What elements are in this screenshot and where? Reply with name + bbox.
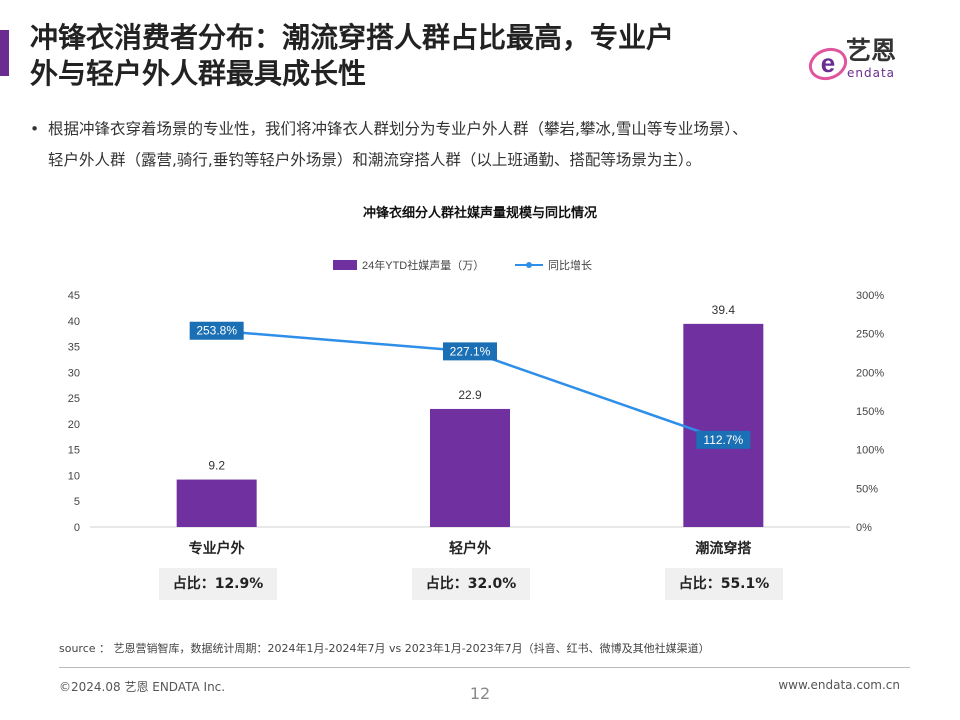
growth-label-box — [696, 430, 751, 449]
bar — [176, 479, 257, 527]
growth-data-label: 227.1% — [450, 344, 491, 358]
page-title: 冲锋衣消费者分布：潮流穿搭人群占比最高，专业户 外与轻户外人群最具成长性 — [30, 20, 790, 92]
right-axis-tick-label: 0% — [856, 522, 872, 534]
right-axis-tick-label: 100% — [856, 445, 884, 457]
legend-label-line: 同比增长 — [548, 258, 592, 272]
bullet-line1: 根据冲锋衣穿着场景的专业性，我们将冲锋衣人群划分为专业户外人群（攀岩,攀冰,雪山… — [48, 120, 748, 138]
growth-data-label: 253.8% — [196, 324, 237, 338]
share-box-pro-outdoor: 占比：12.9% — [159, 568, 277, 600]
share-box-trendy: 占比：55.1% — [665, 568, 783, 600]
bar-data-label: 9.2 — [208, 459, 225, 473]
intro-bullet: • 根据冲锋衣穿着场景的专业性，我们将冲锋衣人群划分为专业户外人群（攀岩,攀冰,… — [30, 114, 914, 176]
left-axis-tick-label: 10 — [68, 470, 80, 482]
left-axis-tick-label: 25 — [68, 393, 80, 405]
page-title-line2: 外与轻户外人群最具成长性 — [30, 57, 367, 90]
footer-copyright: ©2024.08 艺恩 ENDATA Inc. — [59, 680, 226, 694]
left-axis-tick-label: 0 — [74, 522, 80, 534]
footer-divider — [59, 667, 910, 668]
left-axis-tick-label: 15 — [68, 445, 80, 457]
bullet-line2: 轻户外人群（露营,骑行,垂钓等轻户外场景）和潮流穿搭人群（以上班通勤、搭配等场景… — [48, 151, 702, 169]
left-axis-tick-label: 40 — [68, 316, 80, 328]
legend-swatch-marker — [526, 262, 532, 268]
title-accent-bar — [0, 30, 9, 76]
right-axis-tick-label: 300% — [856, 290, 884, 302]
left-axis-tick-label: 45 — [68, 290, 80, 302]
growth-data-label: 112.7% — [703, 433, 743, 447]
growth-label-box — [443, 342, 497, 361]
right-axis-tick-label: 250% — [856, 329, 884, 341]
x-axis-category-label: 轻户外 — [449, 540, 491, 556]
bullet-dot: • — [30, 120, 40, 138]
right-axis-tick-label: 50% — [856, 483, 878, 495]
logo-text: 艺恩 — [846, 36, 897, 65]
share-box-light-outdoor: 占比：32.0% — [412, 568, 530, 600]
source-note: source ： 艺恩营销智库，数据统计周期：2024年1月-2024年7月 v… — [59, 642, 710, 655]
footer-url: www.endata.com.cn — [778, 678, 900, 692]
bar — [683, 323, 764, 527]
growth-label-box — [189, 321, 244, 340]
left-axis-tick-label: 5 — [74, 496, 80, 508]
page-number: 12 — [469, 684, 491, 703]
bar — [430, 408, 510, 527]
left-axis-tick-label: 20 — [68, 419, 80, 431]
bar-data-label: 22.9 — [458, 388, 482, 402]
svg-text:e: e — [821, 48, 835, 78]
left-axis-tick-label: 35 — [68, 342, 80, 354]
x-axis-category-label: 潮流穿搭 — [695, 540, 752, 556]
logo-subtext: endata — [847, 66, 896, 80]
right-axis-tick-label: 200% — [856, 367, 884, 379]
bar-data-label: 39.4 — [712, 303, 736, 317]
endata-logo: e 艺恩 endata — [808, 36, 928, 86]
legend-label-bar: 24年YTD社媒声量（万） — [362, 258, 484, 272]
page-title-line1: 冲锋衣消费者分布：潮流穿搭人群占比最高，专业户 — [30, 21, 675, 54]
legend-swatch-bar — [333, 260, 357, 270]
chart-title: 冲锋衣细分人群社媒声量规模与同比情况 — [362, 206, 597, 221]
x-axis-category-label: 专业户外 — [189, 540, 245, 556]
right-axis-tick-label: 150% — [856, 406, 884, 418]
left-axis-tick-label: 30 — [68, 367, 80, 379]
endata-logo-icon: e — [808, 47, 848, 81]
